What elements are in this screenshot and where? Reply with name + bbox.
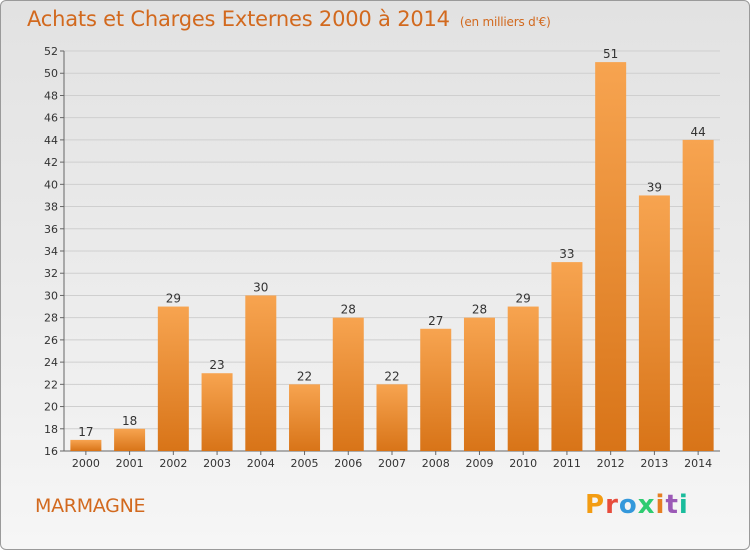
bar-value-label: 30 [253,280,268,294]
bar-2009 [463,317,495,451]
y-tick-label: 24 [44,356,58,369]
y-tick-label: 50 [44,67,58,80]
bars: 17 18 29 23 30 22 28 22 27 28 29 33 51 39 44 [70,47,714,451]
bar-value-label: 33 [559,247,574,261]
x-tick-label: 2002 [159,457,187,470]
bar-value-label: 29 [166,292,181,306]
y-tick-label: 42 [44,156,58,169]
bar-value-label: 17 [78,425,93,439]
y-tick-label: 38 [44,201,58,214]
y-tick-label: 28 [44,312,58,325]
bar-value-label: 18 [122,414,137,428]
y-tick-label: 32 [44,267,58,280]
commune-name: MARMAGNE [35,495,146,517]
y-tick-label: 16 [44,445,58,458]
chart-title: Achats et Charges Externes 2000 à 2014 (e… [27,7,551,31]
logo-letter: r [605,490,619,520]
title-text: Achats et Charges Externes 2000 à 2014 [27,7,450,31]
x-tick-label: 2013 [640,457,668,470]
bar-2005 [289,384,321,451]
x-tick-label: 2006 [334,457,362,470]
bar-2003 [201,373,233,451]
x-tick-label: 2004 [247,457,275,470]
y-tick-label: 18 [44,423,58,436]
bar-2006 [332,317,364,451]
logo-letter: i [678,490,689,520]
bar-2007 [376,384,408,451]
bar-value-label: 44 [690,125,705,139]
logo-letter: t [665,490,679,520]
y-tick-label: 36 [44,223,58,236]
x-tick-label: 2014 [684,457,712,470]
y-tick-label: 48 [44,89,58,102]
bar-value-label: 22 [384,369,399,383]
bar-value-label: 23 [209,358,224,372]
y-tick-label: 26 [44,334,58,347]
y-tick-label: 46 [44,112,58,125]
x-axis-ticks: 2000 2001 2002 2003 2004 2005 2006 2007 2008 2009… [72,451,712,470]
bar-value-label: 39 [647,180,662,194]
x-tick-label: 2003 [203,457,231,470]
bar-2014 [682,139,714,451]
y-axis-ticks: 16 18 20 22 24 26 28 30 32 34 36 38 40 42 44 46 48 50 52 [44,45,64,458]
y-tick-label: 30 [44,289,58,302]
logo-letter: P [585,490,606,520]
x-tick-label: 2011 [553,457,581,470]
x-tick-label: 2008 [422,457,450,470]
bar-2013 [638,195,670,451]
y-tick-label: 44 [44,134,58,147]
bar-value-label: 51 [603,47,618,61]
y-tick-label: 20 [44,401,58,414]
logo-letter: i [655,490,666,520]
x-tick-label: 2010 [509,457,537,470]
x-tick-label: 2009 [465,457,493,470]
x-tick-label: 2005 [291,457,319,470]
title-unit: (en milliers d'€) [459,15,551,29]
bar-2011 [551,262,583,451]
bar-value-label: 27 [428,314,443,328]
y-tick-label: 40 [44,178,58,191]
x-tick-label: 2012 [597,457,625,470]
x-tick-label: 2001 [116,457,144,470]
bar-2010 [507,306,539,451]
bar-value-label: 29 [516,292,531,306]
bar-2002 [157,306,189,451]
proxiti-logo[interactable]: Proxiti [585,490,689,520]
logo-letter: x [637,490,656,520]
y-tick-label: 52 [44,45,58,58]
x-tick-label: 2007 [378,457,406,470]
x-tick-label: 2000 [72,457,100,470]
bar-2001 [114,428,146,451]
bar-2004 [245,295,277,451]
bar-2012 [595,62,627,451]
y-tick-label: 22 [44,378,58,391]
bar-value-label: 22 [297,369,312,383]
logo-letter: o [618,490,638,520]
bar-value-label: 28 [341,303,356,317]
bar-2000 [70,439,102,451]
bar-value-label: 28 [472,303,487,317]
y-tick-label: 34 [44,245,58,258]
bar-2008 [420,328,452,451]
